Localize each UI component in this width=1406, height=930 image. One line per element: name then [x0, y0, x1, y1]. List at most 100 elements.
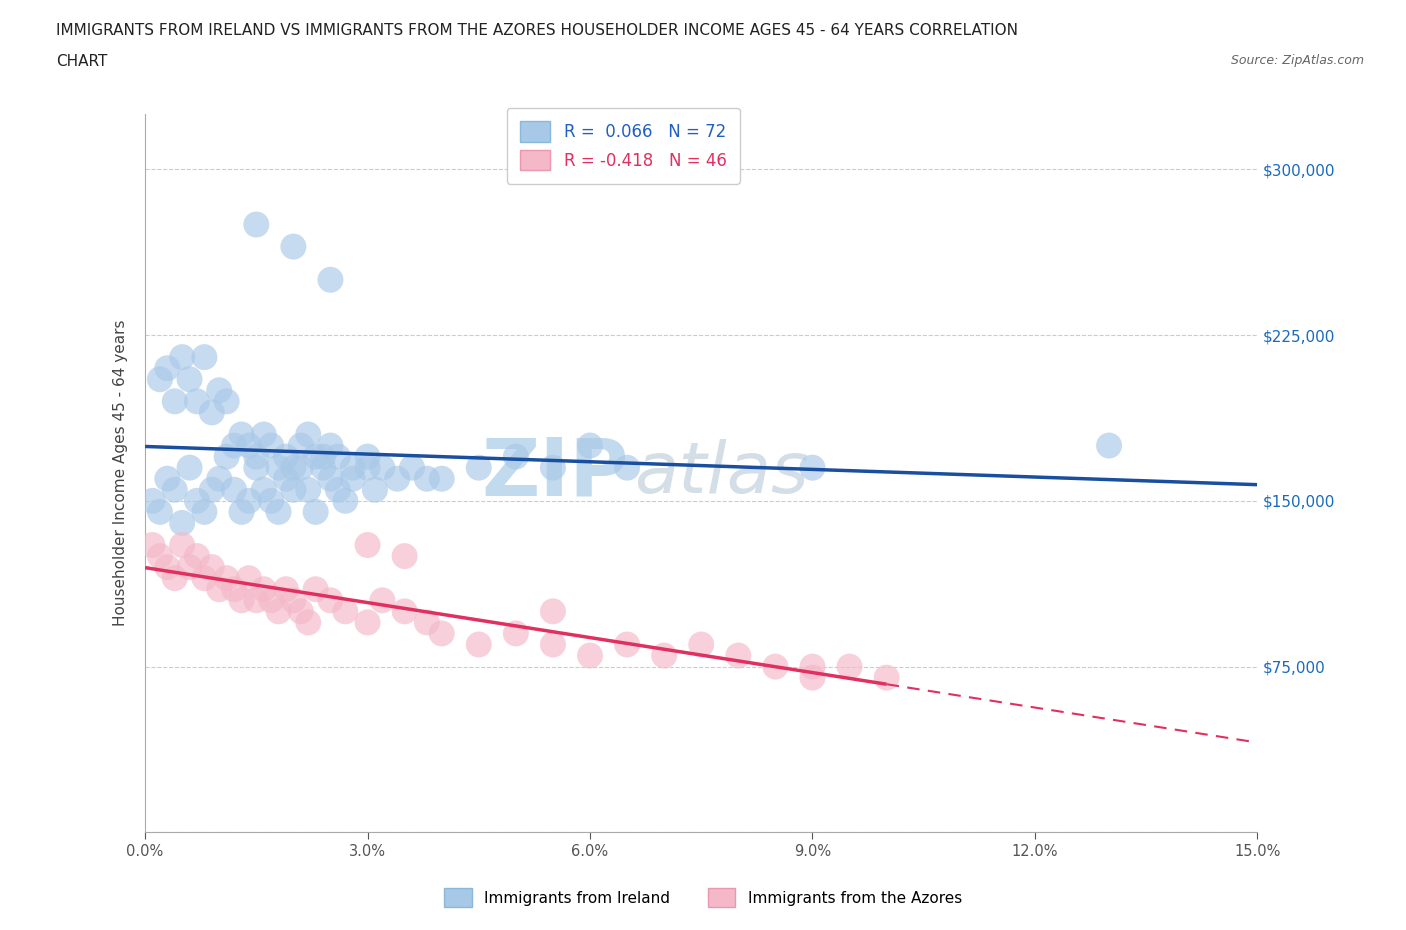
Point — [319, 272, 342, 287]
Point — [335, 494, 357, 509]
Point — [541, 460, 564, 475]
Point — [193, 504, 215, 519]
Point — [801, 671, 824, 685]
Point — [801, 460, 824, 475]
Point — [319, 592, 342, 607]
Point — [652, 648, 675, 663]
Text: CHART: CHART — [56, 54, 108, 69]
Point — [149, 549, 172, 564]
Point — [208, 472, 231, 486]
Point — [222, 483, 245, 498]
Point — [172, 515, 194, 530]
Point — [326, 483, 349, 498]
Point — [186, 394, 208, 409]
Point — [416, 615, 439, 630]
Point — [690, 637, 713, 652]
Point — [616, 460, 638, 475]
Point — [541, 637, 564, 652]
Point — [267, 504, 290, 519]
Point — [401, 460, 423, 475]
Point — [430, 626, 453, 641]
Point — [356, 460, 378, 475]
Point — [267, 460, 290, 475]
Point — [238, 571, 260, 586]
Point — [312, 449, 335, 464]
Point — [163, 483, 186, 498]
Point — [215, 449, 238, 464]
Point — [245, 449, 267, 464]
Point — [215, 394, 238, 409]
Point — [141, 494, 163, 509]
Point — [149, 504, 172, 519]
Point — [356, 538, 378, 552]
Point — [290, 604, 312, 618]
Legend: R =  0.066   N = 72, R = -0.418   N = 46: R = 0.066 N = 72, R = -0.418 N = 46 — [508, 108, 740, 183]
Point — [260, 438, 283, 453]
Point — [149, 372, 172, 387]
Point — [163, 571, 186, 586]
Point — [253, 483, 276, 498]
Point — [297, 427, 319, 442]
Point — [253, 427, 276, 442]
Legend: Immigrants from Ireland, Immigrants from the Azores: Immigrants from Ireland, Immigrants from… — [437, 883, 969, 913]
Point — [274, 449, 297, 464]
Point — [179, 460, 201, 475]
Point — [260, 494, 283, 509]
Point — [319, 438, 342, 453]
Point — [290, 460, 312, 475]
Point — [505, 449, 527, 464]
Point — [245, 460, 267, 475]
Point — [312, 460, 335, 475]
Point — [371, 592, 394, 607]
Point — [1098, 438, 1121, 453]
Point — [253, 582, 276, 597]
Text: atlas: atlas — [634, 439, 808, 508]
Y-axis label: Householder Income Ages 45 - 64 years: Householder Income Ages 45 - 64 years — [114, 320, 128, 627]
Point — [416, 472, 439, 486]
Point — [356, 615, 378, 630]
Point — [231, 592, 253, 607]
Point — [260, 592, 283, 607]
Point — [238, 494, 260, 509]
Point — [290, 438, 312, 453]
Point — [727, 648, 749, 663]
Point — [505, 626, 527, 641]
Point — [222, 438, 245, 453]
Point — [179, 560, 201, 575]
Point — [208, 582, 231, 597]
Point — [616, 637, 638, 652]
Point — [297, 483, 319, 498]
Point — [297, 615, 319, 630]
Point — [201, 405, 224, 419]
Point — [208, 383, 231, 398]
Point — [238, 438, 260, 453]
Point — [304, 449, 326, 464]
Point — [245, 217, 267, 232]
Point — [283, 239, 305, 254]
Point — [172, 538, 194, 552]
Point — [876, 671, 898, 685]
Point — [342, 460, 364, 475]
Point — [579, 648, 602, 663]
Point — [222, 582, 245, 597]
Point — [274, 582, 297, 597]
Point — [319, 472, 342, 486]
Point — [468, 460, 491, 475]
Point — [141, 538, 163, 552]
Point — [215, 571, 238, 586]
Text: IMMIGRANTS FROM IRELAND VS IMMIGRANTS FROM THE AZORES HOUSEHOLDER INCOME AGES 45: IMMIGRANTS FROM IRELAND VS IMMIGRANTS FR… — [56, 23, 1018, 38]
Point — [364, 483, 387, 498]
Point — [186, 549, 208, 564]
Point — [335, 604, 357, 618]
Point — [156, 560, 179, 575]
Point — [304, 582, 326, 597]
Point — [201, 560, 224, 575]
Point — [156, 472, 179, 486]
Point — [304, 504, 326, 519]
Point — [179, 372, 201, 387]
Point — [172, 350, 194, 365]
Point — [186, 494, 208, 509]
Point — [283, 460, 305, 475]
Point — [326, 449, 349, 464]
Point — [342, 472, 364, 486]
